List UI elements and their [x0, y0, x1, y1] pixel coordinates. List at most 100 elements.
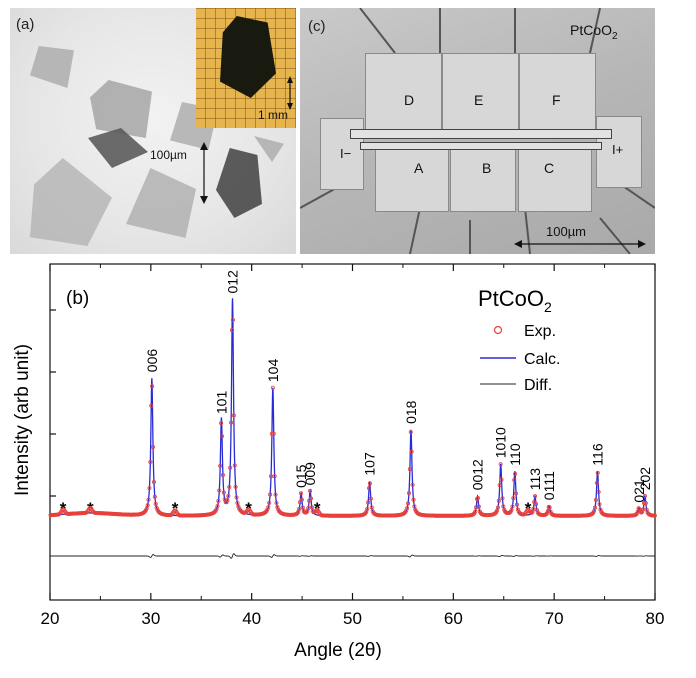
exp-point — [231, 413, 236, 418]
exp-point — [590, 511, 595, 516]
x-tick-label: 50 — [343, 609, 362, 628]
panel-a-label: (a) — [16, 16, 35, 33]
exp-point — [497, 483, 502, 488]
exp-point — [151, 445, 156, 450]
exp-point — [145, 503, 150, 508]
exp-point — [652, 513, 657, 518]
exp-point — [148, 459, 153, 464]
exp-point — [306, 506, 311, 511]
legend-exp-marker — [493, 325, 503, 335]
exp-point — [267, 500, 272, 505]
diff-series-line — [50, 553, 655, 559]
exp-point — [512, 478, 517, 483]
peak-label: 104 — [265, 359, 281, 383]
exp-point — [265, 507, 270, 512]
exp-point — [513, 471, 518, 476]
exp-point — [233, 484, 238, 489]
exp-point — [309, 505, 314, 510]
exp-point — [471, 512, 476, 517]
exp-point — [411, 497, 416, 502]
exp-point — [499, 477, 504, 482]
exp-point — [218, 463, 223, 468]
exp-point — [152, 494, 157, 499]
panel-c-label: (c) — [308, 18, 326, 35]
exp-point — [230, 317, 235, 322]
exp-series-points — [48, 317, 657, 518]
axis-ticks: 20 30 40 50 60 70 80 — [41, 264, 664, 628]
exp-point — [408, 430, 413, 435]
legend-calc-label: Calc. — [524, 351, 560, 368]
pad-label-d: D — [404, 92, 415, 108]
exp-point — [544, 511, 549, 516]
exp-point — [216, 499, 221, 504]
electrode-pad — [450, 148, 516, 212]
exp-point — [235, 501, 240, 506]
exp-point — [593, 505, 598, 510]
exp-point — [515, 507, 520, 512]
y-axis-label: Intensity (arb unit) — [12, 344, 33, 496]
current-minus-label: I− — [340, 146, 352, 161]
exp-point — [220, 434, 225, 439]
exp-point — [274, 500, 279, 505]
exp-point — [269, 431, 274, 436]
exp-point — [228, 465, 233, 470]
exp-point — [475, 496, 480, 501]
exp-point — [367, 481, 372, 486]
compound-label: PtCoO2 — [570, 22, 618, 42]
exp-point — [275, 505, 280, 510]
pad-label-a: A — [414, 160, 424, 176]
exp-point — [308, 496, 313, 501]
exp-point — [638, 509, 643, 514]
exp-point — [229, 328, 234, 333]
exp-point — [636, 506, 641, 511]
exp-point — [271, 431, 276, 436]
exp-point — [509, 508, 514, 513]
exp-point — [57, 511, 62, 516]
exp-point — [269, 474, 274, 479]
sample-bar — [350, 129, 612, 139]
scale-label-a: 100µm — [150, 148, 187, 162]
pad-label-e: E — [474, 92, 484, 108]
x-tick-label: 20 — [41, 609, 60, 628]
inset-scale-label: 1 mm — [258, 108, 288, 122]
exp-point — [273, 492, 278, 497]
electrode-pad — [375, 148, 449, 212]
exp-point — [367, 486, 372, 491]
exp-point — [151, 479, 156, 484]
exp-point — [154, 505, 159, 510]
peak-label: 116 — [590, 443, 606, 466]
exp-point — [234, 495, 239, 500]
peak-label: 110 — [507, 443, 523, 466]
calc-series-line — [49, 298, 655, 517]
exp-point — [149, 403, 154, 408]
scale-arrow-a — [200, 142, 208, 204]
exp-point — [407, 467, 412, 472]
peak-label: 107 — [362, 452, 378, 476]
exp-point — [641, 507, 646, 512]
exp-point — [633, 512, 638, 517]
device-lead-lines — [300, 8, 655, 254]
exp-point — [365, 506, 370, 511]
sample-bar — [360, 142, 602, 150]
exp-point — [410, 482, 415, 487]
legend: Exp. Calc. Diff. — [480, 323, 560, 394]
peak-label: 101 — [213, 391, 229, 415]
impurity-asterisk: * — [87, 499, 94, 518]
exp-point — [642, 493, 647, 498]
exp-point — [263, 510, 268, 515]
peak-label: 012 — [225, 270, 241, 294]
exp-point — [498, 462, 503, 467]
exp-point — [593, 497, 598, 502]
exp-point — [146, 497, 151, 502]
exp-point — [220, 473, 225, 478]
inset-scale-arrow — [287, 76, 293, 110]
peak-label: 018 — [403, 400, 419, 424]
exp-point — [597, 502, 602, 507]
exp-point — [84, 510, 89, 515]
exp-point — [592, 509, 597, 514]
chart-title: PtCoO2 — [478, 286, 552, 315]
x-tick-label: 70 — [545, 609, 564, 628]
scale-label-c: 100µm — [546, 224, 587, 239]
crystal-photo-inset: 1 mm — [196, 8, 296, 128]
electrode-pad — [518, 148, 592, 212]
